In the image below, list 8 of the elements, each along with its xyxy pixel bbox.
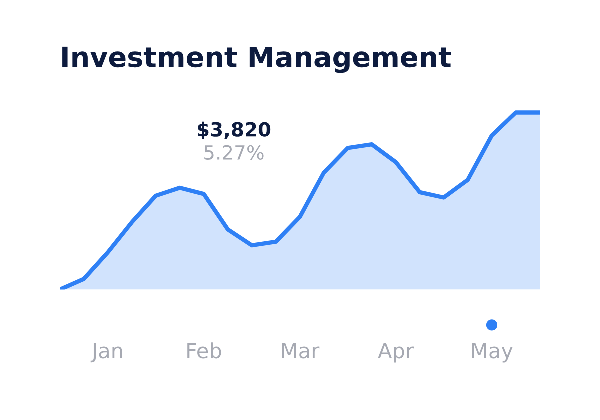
annotation: $3,820 (198, 122, 271, 140)
x-tick-label: Jan (90, 343, 122, 363)
x-tick-label: Apr (378, 343, 414, 363)
chart-title: Investment Management (62, 46, 452, 74)
x-tick-label: Mar (282, 343, 320, 359)
x-tick-label: Feb (188, 342, 222, 359)
x-tick-label: May (472, 343, 513, 363)
annotation: 5.27% (204, 145, 264, 160)
